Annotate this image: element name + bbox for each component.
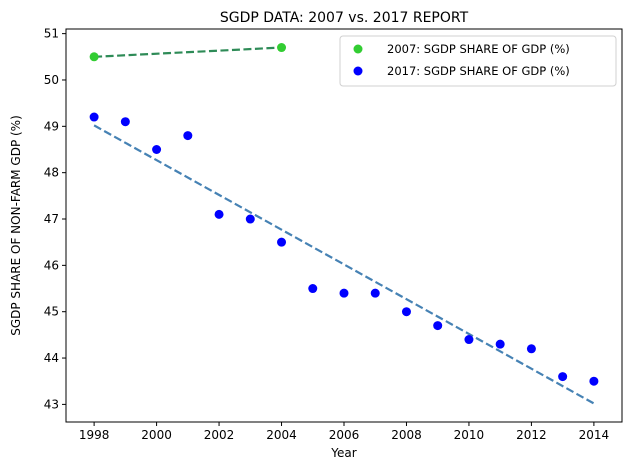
- point-2017: [89, 112, 99, 122]
- y-tick-label: 43: [44, 397, 59, 411]
- x-tick-label: 2010: [454, 428, 485, 442]
- x-tick-label: 1998: [79, 428, 110, 442]
- y-tick-label: 48: [44, 166, 59, 180]
- y-axis-label: SGDP SHARE OF NON-FARM GDP (%): [9, 115, 23, 336]
- y-tick-label: 47: [44, 212, 59, 226]
- legend: 2007: SGDP SHARE OF GDP (%) 2017: SGDP S…: [339, 35, 617, 87]
- point-2007: [89, 52, 99, 62]
- legend-label-2007: 2007: SGDP SHARE OF GDP (%): [387, 42, 570, 56]
- point-2017: [277, 237, 287, 247]
- trend-lines: [93, 46, 595, 405]
- y-axis-ticks: 43 44 45 46 47 48 49 50 51: [44, 27, 66, 411]
- point-2017: [120, 117, 130, 127]
- x-tick-label: 2008: [391, 428, 422, 442]
- x-tick-label: 2006: [329, 428, 360, 442]
- x-tick-label: 2012: [516, 428, 547, 442]
- data-points: [89, 43, 599, 386]
- x-tick-label: 2002: [204, 428, 235, 442]
- x-axis-label: Year: [330, 446, 356, 460]
- point-2017: [183, 131, 193, 141]
- y-tick-label: 49: [44, 119, 59, 133]
- trend-line-2007: [94, 46, 282, 58]
- trend-line-2017: [93, 124, 595, 405]
- chart-title: SGDP DATA: 2007 vs. 2017 REPORT: [220, 10, 469, 26]
- legend-marker-2017: [353, 66, 363, 76]
- point-2017: [401, 307, 411, 317]
- y-tick-label: 51: [44, 27, 59, 41]
- x-axis-ticks: 1998 2000 2002 2004 2006 2008 2010 2012 2014: [79, 422, 609, 442]
- point-2017: [526, 344, 536, 354]
- legend-label-2017: 2017: SGDP SHARE OF GDP (%): [387, 64, 570, 78]
- legend-box: [339, 35, 617, 87]
- y-tick-label: 46: [44, 258, 59, 272]
- point-2017: [370, 288, 380, 298]
- point-2017: [152, 144, 162, 154]
- x-tick-label: 2014: [579, 428, 610, 442]
- point-2017: [464, 335, 474, 345]
- y-tick-label: 50: [44, 73, 59, 87]
- legend-marker-2007: [353, 44, 363, 54]
- point-2017: [214, 209, 224, 219]
- point-2017: [245, 214, 255, 224]
- y-tick-label: 44: [44, 351, 59, 365]
- plot-frame: [65, 28, 623, 423]
- x-tick-label: 2004: [266, 428, 297, 442]
- point-2017: [339, 288, 349, 298]
- point-2017: [495, 339, 505, 349]
- point-2017: [589, 376, 599, 386]
- point-2007: [277, 43, 287, 53]
- point-2017: [558, 372, 568, 382]
- x-tick-label: 2000: [141, 428, 172, 442]
- point-2017: [433, 321, 443, 331]
- point-2017: [308, 284, 318, 294]
- y-tick-label: 45: [44, 305, 59, 319]
